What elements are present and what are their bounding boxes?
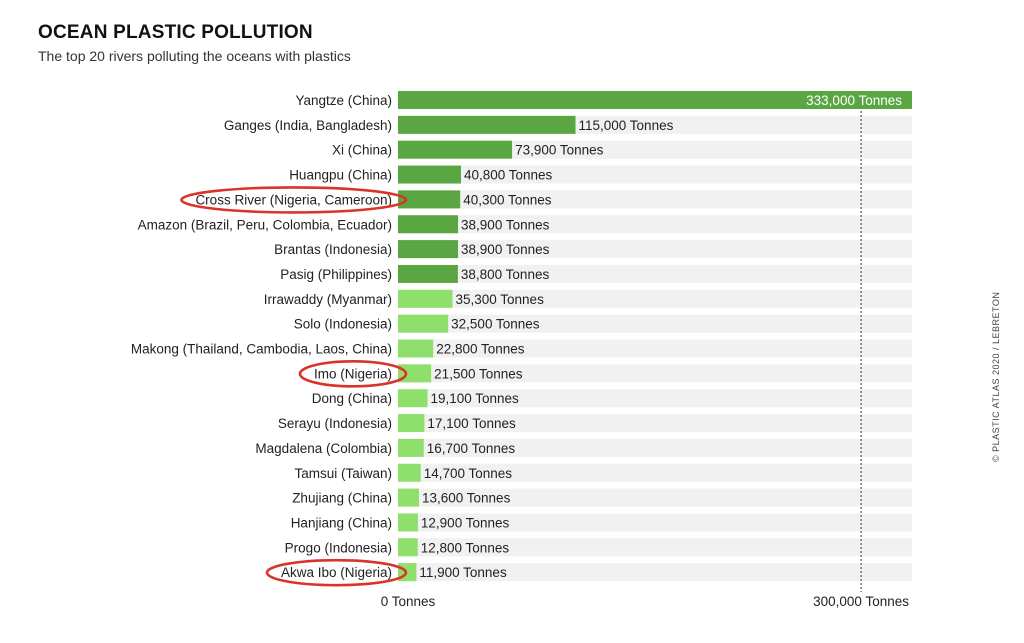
bar-2 — [398, 140, 513, 159]
value-label: 21,500 Tonnes — [434, 366, 523, 381]
value-label: 115,000 Tonnes — [579, 118, 674, 133]
category-label: Akwa Ibo (Nigeria) — [281, 565, 392, 580]
row-band — [398, 488, 912, 507]
bar-11 — [398, 364, 432, 383]
row-band — [398, 463, 912, 482]
row-band — [398, 438, 912, 457]
bar-8 — [398, 289, 453, 308]
category-label: Dong (China) — [312, 391, 392, 406]
value-label: 333,000 Tonnes — [806, 93, 902, 108]
highlight-circle — [265, 558, 408, 587]
value-label: 17,100 Tonnes — [427, 416, 516, 431]
category-label: Hanjiang (China) — [291, 515, 392, 530]
row-band — [398, 339, 912, 358]
value-label: 22,800 Tonnes — [436, 342, 525, 357]
value-label: 12,900 Tonnes — [421, 515, 510, 530]
row-band — [398, 364, 912, 383]
category-label: Tamsui (Taiwan) — [294, 466, 392, 481]
category-label: Pasig (Philippines) — [280, 267, 392, 282]
value-label: 38,900 Tonnes — [461, 242, 550, 257]
category-label: Brantas (Indonesia) — [274, 242, 392, 257]
x-tick-label: 300,000 Tonnes — [813, 594, 909, 609]
value-label: 35,300 Tonnes — [455, 292, 544, 307]
bar-13 — [398, 414, 425, 433]
bar-1 — [398, 115, 576, 134]
category-label: Imo (Nigeria) — [314, 366, 392, 381]
bar-4 — [398, 190, 461, 209]
bar-18 — [398, 538, 418, 557]
bar-6 — [398, 240, 459, 259]
row-band — [398, 513, 912, 532]
value-label: 19,100 Tonnes — [430, 391, 519, 406]
category-label: Solo (Indonesia) — [294, 317, 392, 332]
value-label: 40,800 Tonnes — [464, 168, 553, 183]
source-credit: © PLASTIC ATLAS 2020 / LEBRETON — [991, 291, 1001, 462]
bar-9 — [398, 314, 449, 333]
bar-0 — [398, 91, 912, 109]
row-band — [398, 389, 912, 408]
category-label: Cross River (Nigeria, Cameroon) — [195, 192, 392, 207]
category-label: Huangpu (China) — [289, 168, 392, 183]
value-label: 40,300 Tonnes — [463, 192, 552, 207]
bar-5 — [398, 215, 459, 234]
category-label: Progo (Indonesia) — [285, 540, 392, 555]
highlight-circle — [298, 360, 408, 388]
category-label: Makong (Thailand, Cambodia, Laos, China) — [131, 342, 392, 357]
row-band — [398, 264, 912, 283]
row-band — [398, 215, 912, 234]
value-label: 12,800 Tonnes — [421, 540, 510, 555]
highlight-circle — [180, 186, 408, 214]
chart-title: OCEAN PLASTIC POLLUTION — [38, 22, 313, 43]
bar-12 — [398, 389, 428, 408]
row-band — [398, 314, 912, 333]
bar-15 — [398, 463, 421, 482]
category-label: Zhujiang (China) — [292, 491, 392, 506]
value-label: 38,800 Tonnes — [461, 267, 550, 282]
bar-14 — [398, 438, 424, 457]
value-label: 14,700 Tonnes — [424, 466, 513, 481]
row-band — [398, 414, 912, 433]
bar-16 — [398, 488, 419, 507]
x-tick-label: 0 Tonnes — [381, 594, 436, 609]
value-label: 16,700 Tonnes — [427, 441, 516, 456]
row-band — [398, 240, 912, 259]
row-band — [398, 563, 912, 582]
bar-10 — [398, 339, 434, 358]
bar-3 — [398, 165, 461, 184]
chart-subtitle: The top 20 rivers polluting the oceans w… — [38, 48, 351, 64]
category-label: Yangtze (China) — [295, 93, 392, 108]
value-label: 38,900 Tonnes — [461, 217, 550, 232]
value-label: 13,600 Tonnes — [422, 491, 511, 506]
category-label: Xi (China) — [332, 143, 392, 158]
value-label: 32,500 Tonnes — [451, 317, 540, 332]
row-band — [398, 165, 912, 184]
row-band — [398, 140, 912, 159]
category-label: Ganges (India, Bangladesh) — [224, 118, 392, 133]
value-label: 11,900 Tonnes — [419, 565, 507, 580]
category-label: Amazon (Brazil, Peru, Colombia, Ecuador) — [138, 217, 392, 232]
category-label: Magdalena (Colombia) — [255, 441, 392, 456]
row-band — [398, 289, 912, 308]
row-band — [398, 190, 912, 209]
bar-17 — [398, 513, 418, 532]
value-label: 73,900 Tonnes — [515, 143, 604, 158]
category-label: Serayu (Indonesia) — [278, 416, 392, 431]
category-label: Irrawaddy (Myanmar) — [264, 292, 392, 307]
bar-7 — [398, 264, 458, 283]
row-band — [398, 538, 912, 557]
